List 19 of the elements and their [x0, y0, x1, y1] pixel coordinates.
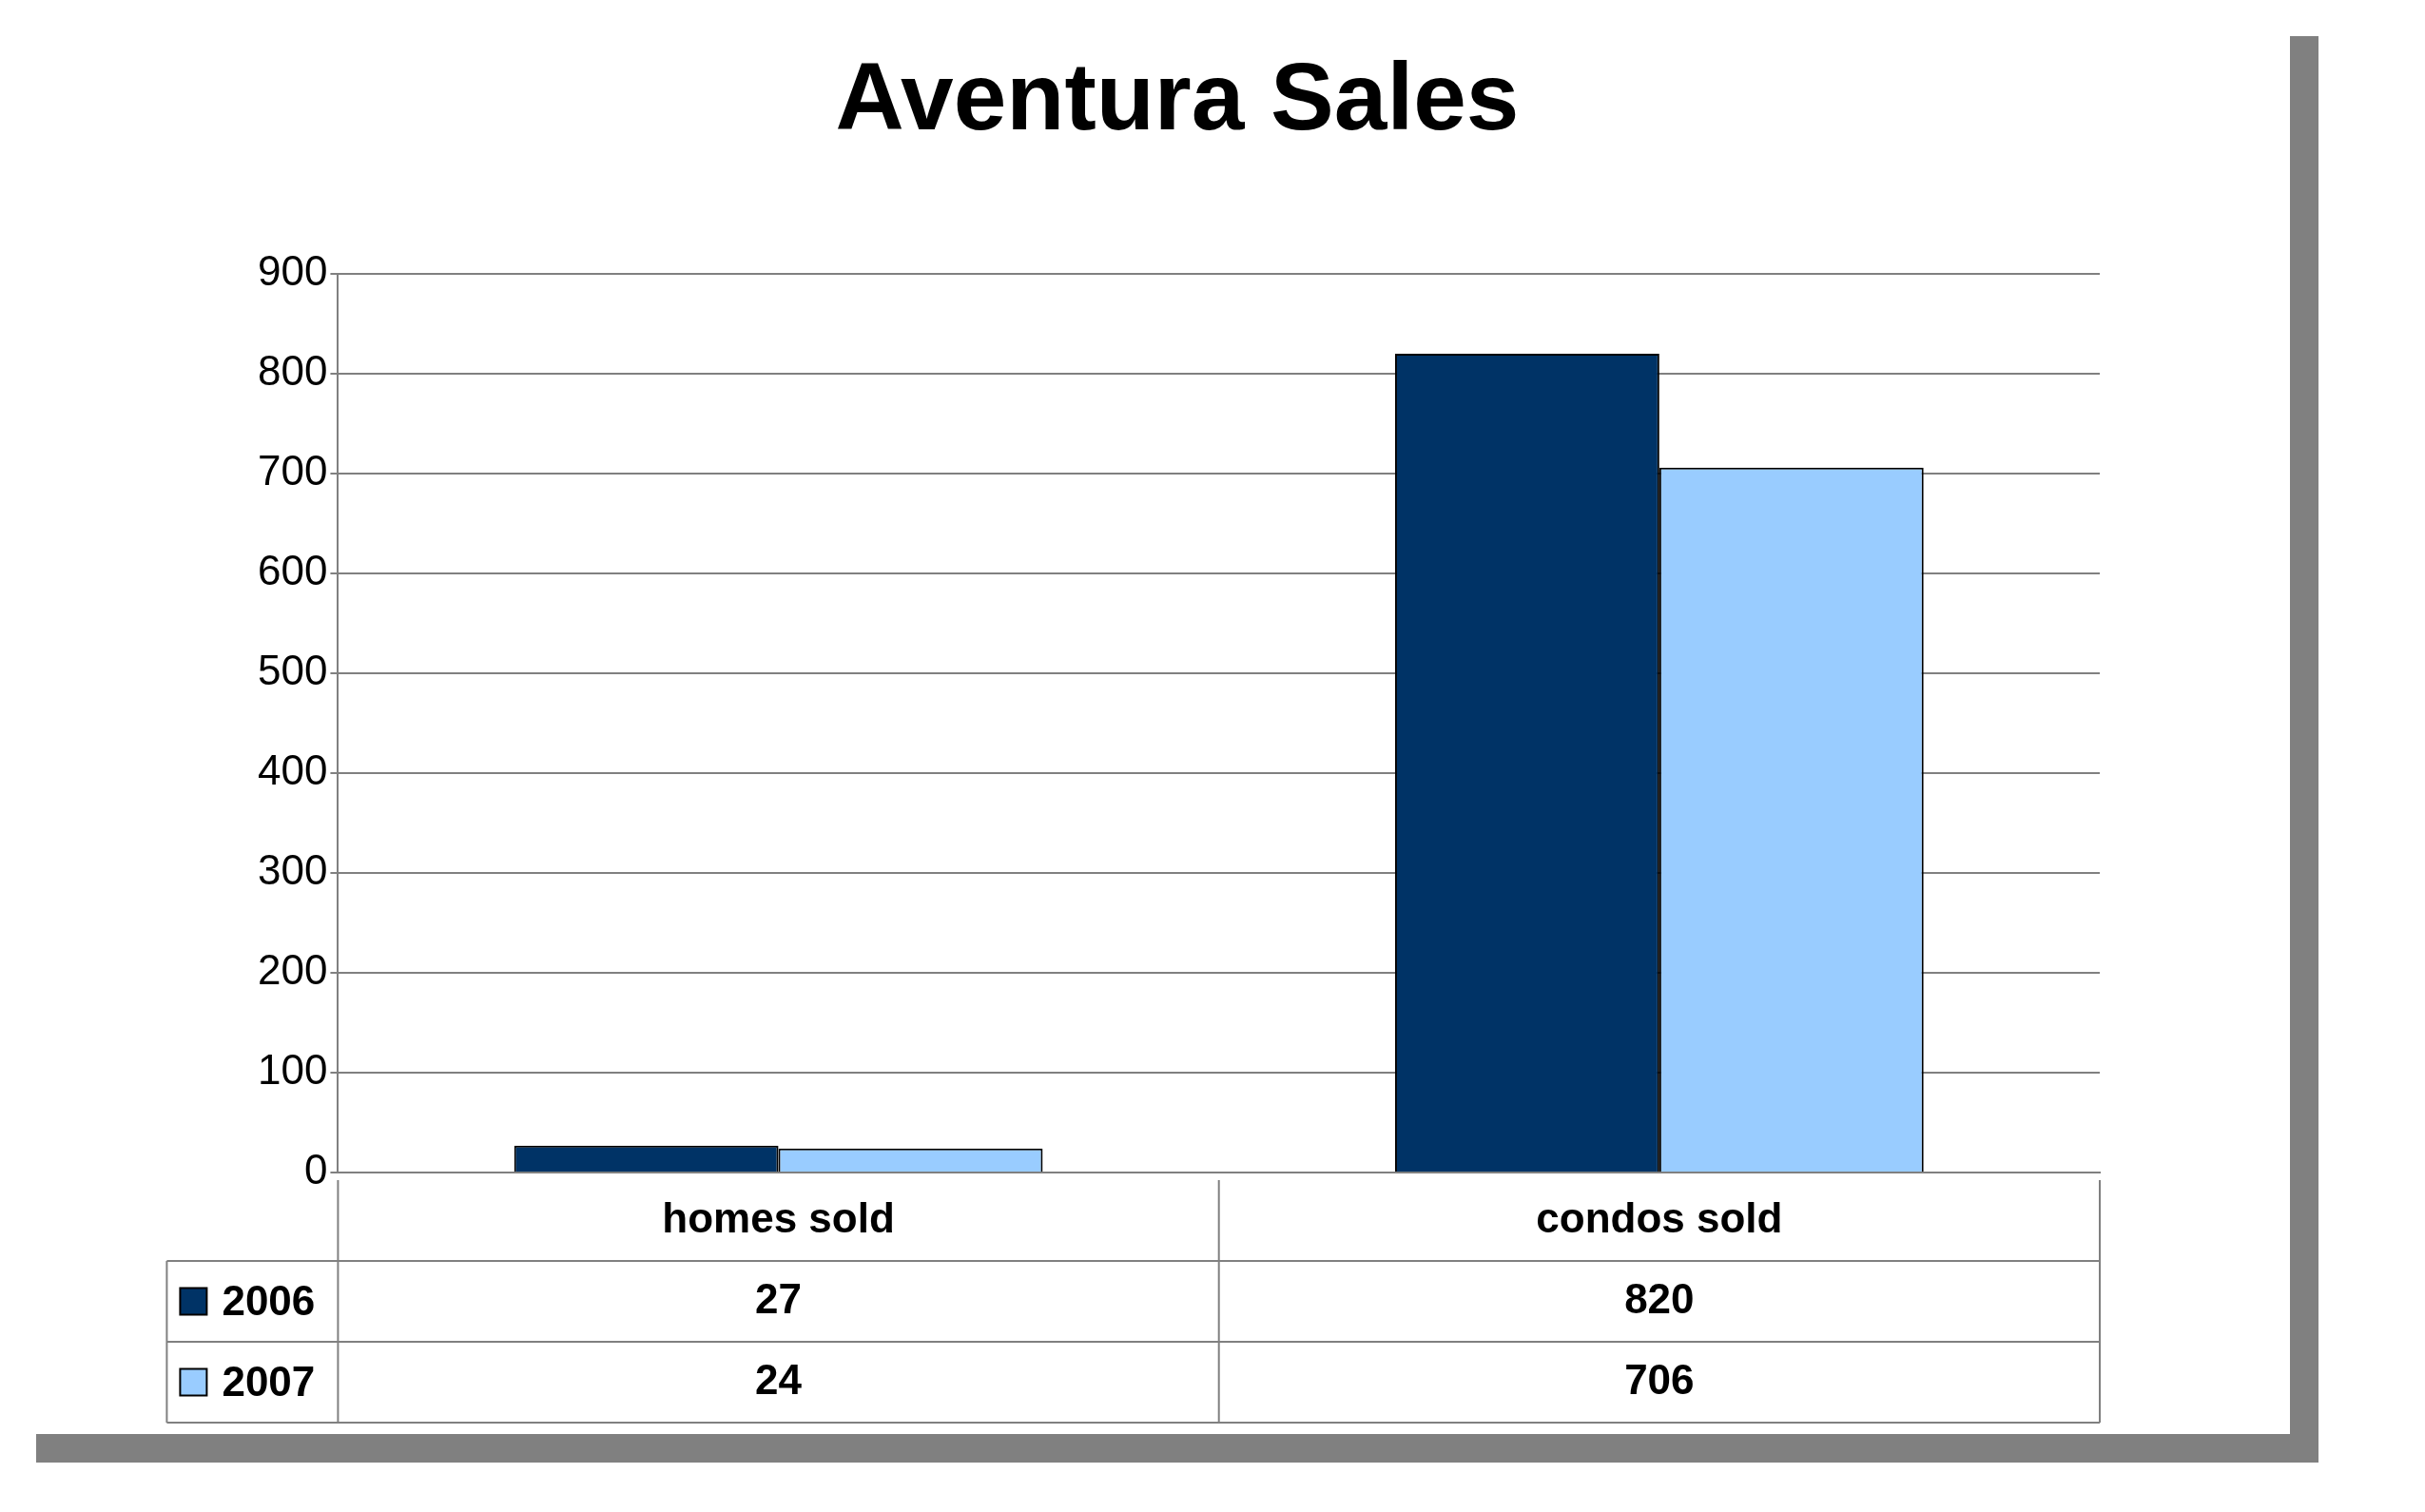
y-tick-label: 600 — [257, 547, 328, 594]
y-tick-label: 400 — [257, 746, 328, 794]
data-label: 24 — [755, 1355, 803, 1403]
data-label: 27 — [755, 1274, 803, 1322]
y-tick-label: 500 — [257, 647, 328, 694]
y-tick-label: 900 — [257, 247, 328, 295]
x-tick-label: homes sold — [662, 1193, 895, 1241]
legend-label: 2007 — [222, 1357, 316, 1405]
y-tick-label: 300 — [257, 846, 328, 894]
x-tick-label: condos sold — [1536, 1193, 1783, 1241]
y-tick-label: 200 — [257, 946, 328, 994]
chart-title: Aventura Sales — [835, 42, 1520, 149]
y-tick-label: 700 — [257, 447, 328, 494]
y-tick-label: 100 — [257, 1046, 328, 1094]
data-label: 706 — [1624, 1355, 1695, 1403]
legend-label: 2006 — [222, 1276, 316, 1324]
y-tick-label: 800 — [257, 347, 328, 395]
y-tick-label: 0 — [303, 1146, 328, 1193]
data-label: 820 — [1624, 1274, 1695, 1322]
